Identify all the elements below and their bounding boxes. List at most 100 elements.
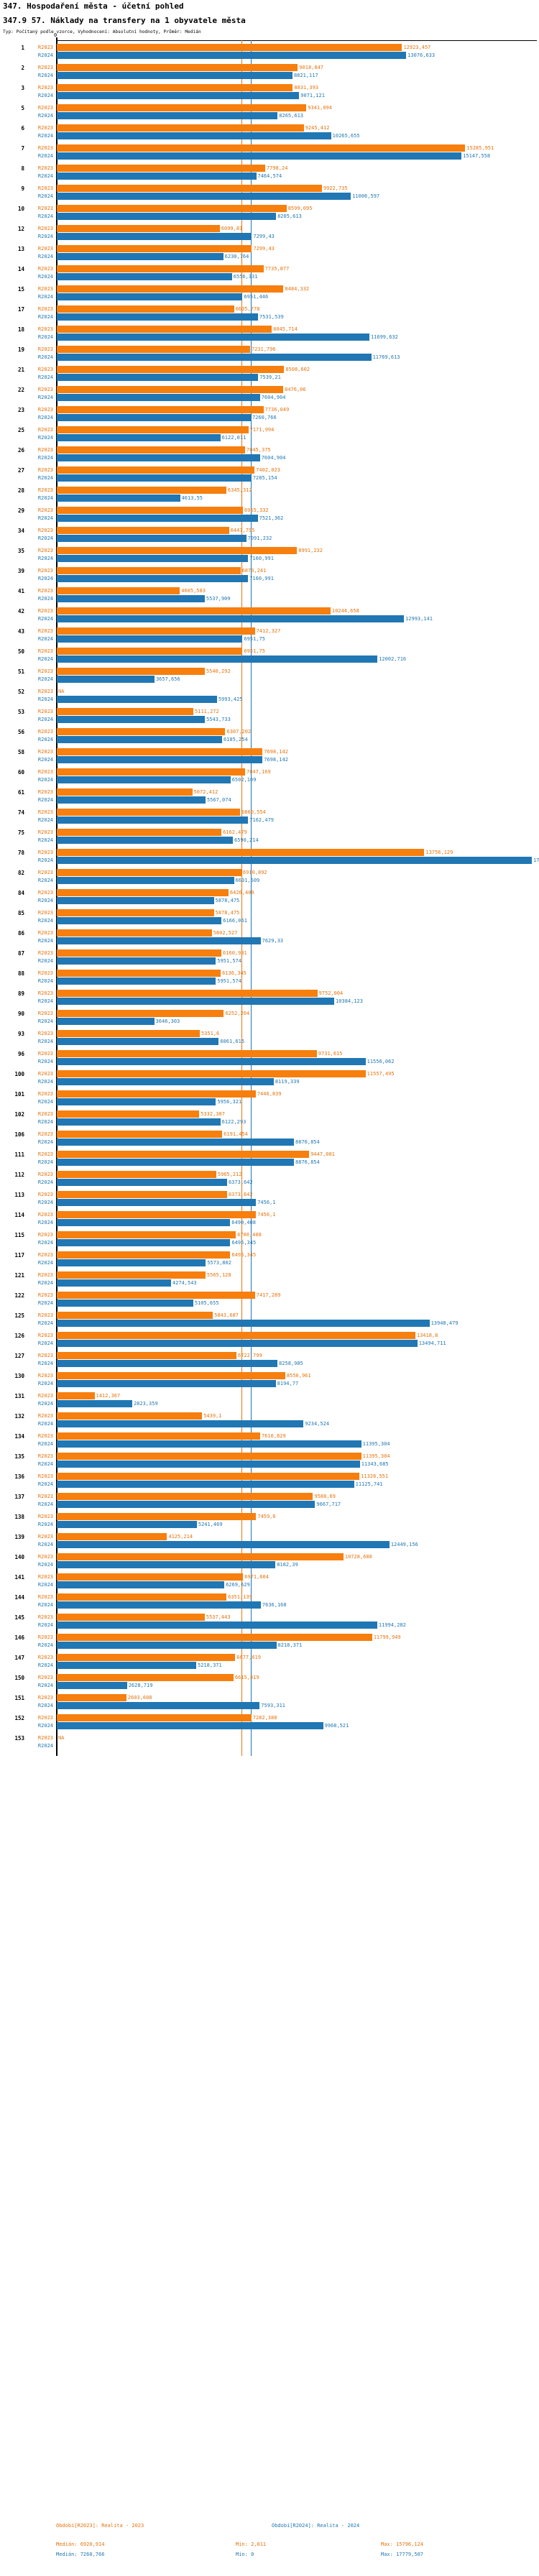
series-label: R2024 <box>37 1381 53 1386</box>
series-label: R2024 <box>37 1542 53 1547</box>
row-number: 86 <box>17 930 24 937</box>
bar-value-label: 6590,214 <box>234 837 259 843</box>
row-number: 1 <box>21 45 24 51</box>
bar-value-label: 6185,254 <box>223 737 248 742</box>
series-label: R2024 <box>37 757 53 763</box>
bar <box>57 829 222 836</box>
bar <box>57 1400 132 1407</box>
bar-row: R2023 8599,095 <box>0 205 539 212</box>
bar-value-label: 6951,75 <box>244 636 265 642</box>
bar <box>57 1521 197 1528</box>
bar <box>57 1340 418 1347</box>
bar-row: R2023 7446,839 <box>0 1090 539 1098</box>
row-number: 131 <box>14 1393 24 1399</box>
series-label: R2023 <box>37 1312 53 1318</box>
bar <box>57 909 214 916</box>
bar-row: R2024 5993,425 <box>0 696 539 703</box>
bar <box>57 406 264 413</box>
bar-value-label: 5218,371 <box>198 1662 222 1668</box>
bar-row: R2023 5537,443 <box>0 1614 539 1621</box>
bar-row: R2023 5351,6 <box>0 1030 539 1037</box>
row-number: 8 <box>21 165 24 172</box>
row-number: 74 <box>17 809 24 816</box>
bar-row: R2024 6122,011 <box>0 434 539 441</box>
series-label: R2023 <box>37 850 53 855</box>
bar-value-label: 5802,527 <box>213 930 238 936</box>
bar <box>57 1654 236 1661</box>
series-label: R2023 <box>37 165 53 171</box>
series-label: R2024 <box>37 777 53 783</box>
bar-value-label: 7402,023 <box>256 467 280 473</box>
bar-row: R2024 7636,168 <box>0 1601 539 1609</box>
bar <box>57 1420 304 1427</box>
bar <box>57 193 351 200</box>
bar-row: R2024 9071,121 <box>0 92 539 99</box>
bar-value-label: 10265,655 <box>332 133 360 139</box>
bar-row: R2024 5878,475 <box>0 897 539 904</box>
series-label: R2023 <box>37 1292 53 1298</box>
row-number: 51 <box>17 668 24 675</box>
bar-value-label: 3646,303 <box>155 1018 180 1024</box>
row-number: 151 <box>14 1695 24 1701</box>
bar-row: R2024 7593,311 <box>0 1702 539 1709</box>
series-label: R2023 <box>37 45 53 50</box>
bar-row: R2023 7736,049 <box>0 406 539 413</box>
series-label: R2024 <box>37 737 53 742</box>
bar-value-label: 7629,33 <box>262 938 284 944</box>
bar <box>57 386 284 393</box>
bar-row: R2024 7604,904 <box>0 454 539 461</box>
bar-row: R2024 11556,062 <box>0 1058 539 1065</box>
bar-value-label: 7045,375 <box>246 447 271 453</box>
series-label: R2023 <box>37 970 53 976</box>
bar-row: R2023 13418,8 <box>0 1332 539 1339</box>
bar <box>57 1050 317 1057</box>
series-label: R2024 <box>37 616 53 622</box>
bar <box>57 1292 255 1299</box>
row-number: 141 <box>14 1574 24 1581</box>
series-label: R2024 <box>37 1622 53 1628</box>
bar <box>57 426 249 433</box>
bar-value-label: 7091,232 <box>247 535 272 541</box>
bar-row: R2024 8265,613 <box>0 112 539 119</box>
bar <box>57 849 425 856</box>
bar-value-label: 6122,011 <box>221 435 247 441</box>
bar-row: R2023 7231,796 <box>0 346 539 353</box>
bar <box>57 1533 167 1540</box>
bar <box>57 1110 200 1118</box>
bar <box>57 1722 323 1729</box>
bar <box>57 52 407 59</box>
bar-row: R2023 5802,527 <box>0 929 539 937</box>
row-number: 114 <box>14 1212 24 1218</box>
series-label: R2023 <box>37 1655 53 1660</box>
series-label: R2024 <box>37 535 53 541</box>
bar-row: R2023 6160,981 <box>0 949 539 957</box>
bar-value-label: 11395,304 <box>362 1441 390 1447</box>
bar <box>57 1070 366 1077</box>
series-label: R2023 <box>37 809 53 815</box>
bar-row: R2024 11395,304 <box>0 1440 539 1448</box>
bar-row: R2024 6166,061 <box>0 917 539 924</box>
bar <box>57 668 205 675</box>
row-number: 3 <box>21 85 24 91</box>
row-number: 53 <box>17 709 24 715</box>
bar-row: R2023 11799,949 <box>0 1634 539 1641</box>
row-number: 93 <box>17 1031 24 1037</box>
bar-row: R2023 7412,327 <box>0 627 539 635</box>
stat-min-2024: Min: 0 <box>236 2552 254 2557</box>
bar <box>57 1634 372 1641</box>
row-number: 113 <box>14 1192 24 1198</box>
bar-value-label: 2823,359 <box>133 1401 158 1407</box>
bar-value-label: 7412,327 <box>256 628 281 634</box>
bar-value-label: 6860,554 <box>241 809 266 815</box>
bar-row: R2023 9245,412 <box>0 124 539 132</box>
series-label: R2023 <box>37 1333 53 1338</box>
series-label: R2024 <box>37 556 53 561</box>
series-label: R2023 <box>37 1111 53 1117</box>
series-label: R2023 <box>37 246 53 252</box>
bar-row: R2024 12002,716 <box>0 656 539 663</box>
series-label: R2024 <box>37 133 53 139</box>
bar-value-label: 6160,981 <box>223 950 247 956</box>
bar-row: R2023 6162,479 <box>0 829 539 836</box>
bar-value-label: 9731,615 <box>318 1051 343 1057</box>
bar <box>57 185 322 192</box>
